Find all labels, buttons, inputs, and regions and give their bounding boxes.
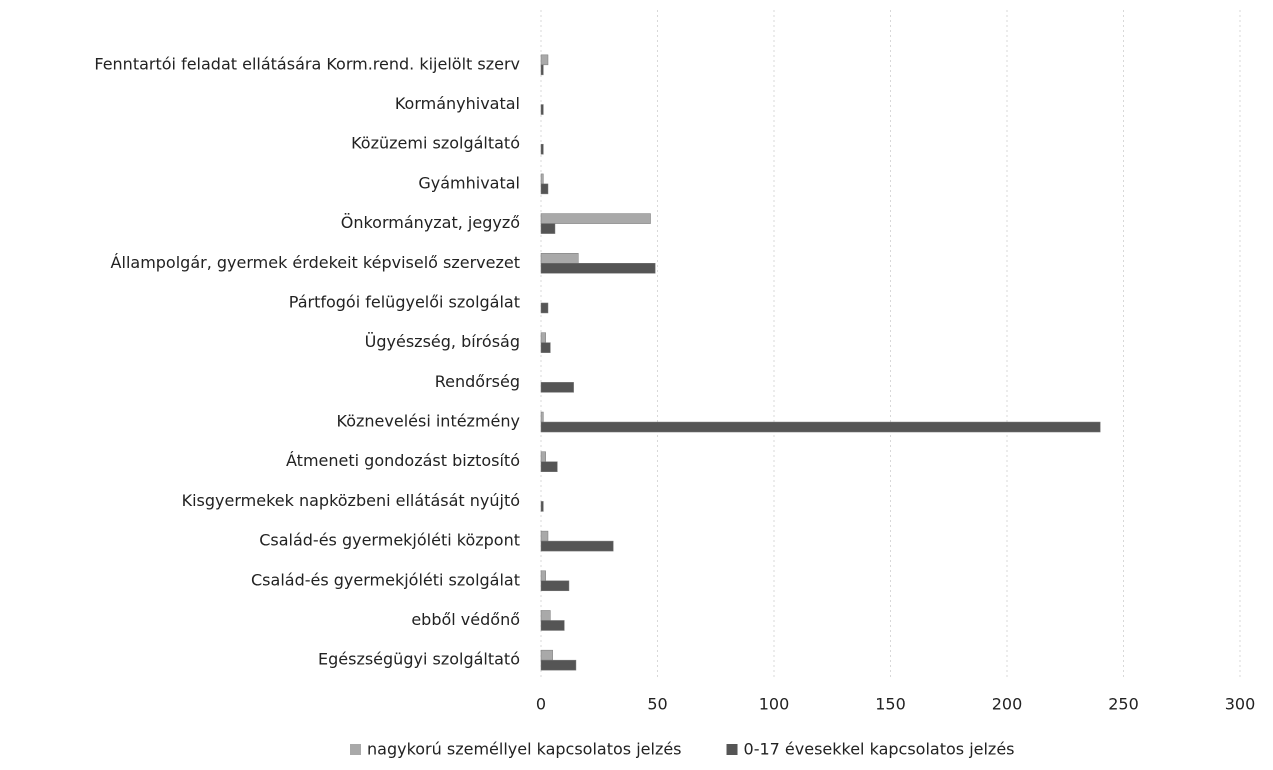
bar <box>540 342 551 353</box>
bar <box>540 382 574 393</box>
bar <box>540 263 656 274</box>
y-tick-label: Egészségügyi szolgáltató <box>318 650 520 669</box>
legend-swatch <box>350 744 361 755</box>
bar <box>540 530 549 542</box>
y-tick-label: Pártfogói felügyelői szolgálat <box>289 292 520 311</box>
y-tick-label: ebből védőnő <box>411 610 520 629</box>
x-tick-label: 50 <box>647 695 667 714</box>
bar <box>540 143 544 155</box>
y-tick-label: Önkormányzat, jegyző <box>341 213 520 232</box>
bar <box>540 411 544 423</box>
y-tick-label: Közüzemi szolgáltató <box>351 134 520 153</box>
x-tick-label: 100 <box>759 695 790 714</box>
legend-label: nagykorú személlyel kapcsolatos jelzés <box>367 740 682 759</box>
legend-swatch <box>726 744 738 755</box>
bar <box>540 421 1101 433</box>
bar <box>540 580 570 592</box>
bar <box>540 173 544 185</box>
bar <box>540 461 558 472</box>
bar <box>540 610 551 621</box>
x-tick-label: 250 <box>1108 695 1139 714</box>
y-tick-label: Család-és gyermekjóléti szolgálat <box>251 570 520 589</box>
bar <box>540 54 549 66</box>
y-tick-label: Köznevelési intézmény <box>337 412 520 431</box>
x-tick-label: 150 <box>875 695 906 714</box>
y-tick-label: Kormányhivatal <box>395 94 520 113</box>
y-tick-label: Fenntartói feladat ellátására Korm.rend.… <box>94 54 520 73</box>
bar <box>540 659 577 671</box>
bar <box>540 451 546 462</box>
y-tick-label: Rendőrség <box>435 372 520 391</box>
y-tick-label: Ügyészség, bíróság <box>365 332 520 351</box>
y-tick-label: Család-és gyermekjóléti központ <box>259 531 520 550</box>
x-tick-label: 200 <box>992 695 1023 714</box>
bar <box>540 223 556 234</box>
bar <box>540 104 544 115</box>
bar <box>540 540 614 552</box>
y-tick-label: Állampolgár, gyermek érdekeit képviselő … <box>111 253 520 272</box>
bar <box>540 649 553 661</box>
bar <box>540 620 565 631</box>
bar <box>540 302 549 314</box>
bar <box>540 253 579 264</box>
bar <box>540 213 651 224</box>
bar <box>540 64 544 76</box>
legend-label: 0-17 évesekkel kapcsolatos jelzés <box>744 740 1015 759</box>
x-tick-label: 300 <box>1225 695 1256 714</box>
y-tick-label: Kisgyermekek napközbeni ellátását nyújtó <box>182 491 520 510</box>
bar <box>540 332 546 343</box>
bar <box>540 570 546 582</box>
bar <box>540 183 549 195</box>
bar <box>540 501 544 512</box>
y-tick-label: Gyámhivatal <box>418 173 520 192</box>
x-tick-label: 0 <box>536 695 546 714</box>
y-tick-label: Átmeneti gondozást biztosító <box>286 451 520 470</box>
